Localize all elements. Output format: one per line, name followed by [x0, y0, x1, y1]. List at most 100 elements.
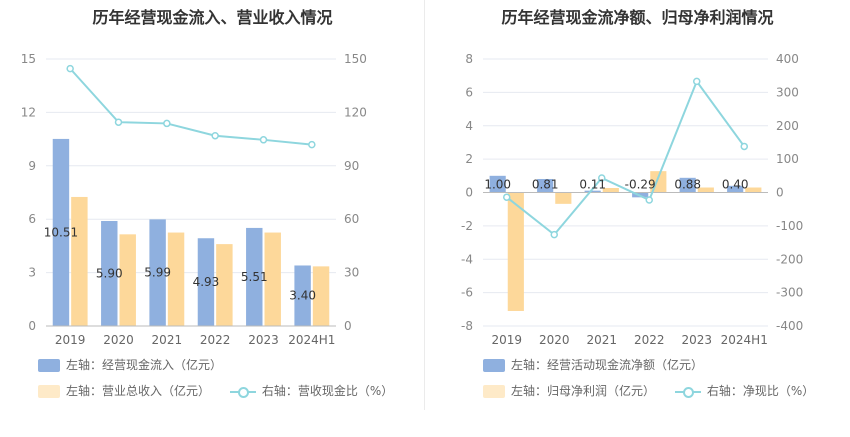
y-right-tick-label: 200 — [776, 119, 799, 133]
line-point — [66, 64, 74, 73]
bar-series-1 — [294, 265, 311, 326]
legend-label: 左轴：经营活动现金流净额（亿元） — [511, 358, 704, 372]
bar-series-2 — [167, 232, 185, 326]
legend-item-cash-ratio[interactable]: 右轴：营收现金比（%） — [229, 382, 394, 399]
bar-series-1 — [52, 138, 70, 326]
right-chart-panel: 历年经营现金流净额、归母净利润情况 -8 -6 -4 -2 0 2 4 6 8 -400 -300-… — [425, 0, 850, 437]
bar-series-2 — [555, 192, 572, 204]
line-point — [550, 230, 558, 239]
y-left-tick-label: 0 — [28, 319, 36, 333]
legend-item-cash-inflow[interactable]: 左轴：经营现金流入（亿元） — [38, 356, 222, 373]
x-tick-label: 2022 — [200, 333, 231, 347]
bar-series-2 — [745, 187, 762, 193]
x-tick-label: 2024H1 — [288, 333, 335, 347]
left-chart-panel: 历年经营现金流入、营业收入情况 0 3 6 9 12 15 0 30 60 90 120 150 201… — [21, 8, 409, 399]
y-left-tick-label: 0 — [465, 186, 473, 200]
right-legend-row-1: 左轴：经营活动现金流净额（亿元） — [483, 356, 719, 373]
x-tick-label: 2019 — [491, 333, 522, 347]
bar-series-1 — [197, 238, 215, 326]
left-chart-title: 历年经营现金流入、营业收入情况 — [92, 8, 333, 27]
line-point — [598, 174, 606, 182]
bar-data-label: 5.90 — [96, 266, 123, 280]
legend-swatch-bar — [483, 385, 505, 398]
bar-data-label: 0.11 — [579, 178, 606, 192]
y-right-tick-label: 100 — [776, 152, 799, 166]
legend-item-net-cash-ratio[interactable]: 右轴：净现比（%） — [674, 382, 815, 399]
bar-data-label: 4.93 — [193, 275, 220, 289]
line-series — [69, 67, 312, 146]
y-left-tick-label: -2 — [461, 219, 473, 233]
y-right-tick-label: 60 — [344, 212, 359, 226]
y-left-tick-label: 2 — [465, 152, 473, 166]
legend-label: 右轴：营收现金比（%） — [261, 384, 394, 398]
y-left-tick-label: 8 — [465, 52, 473, 66]
x-tick-label: 2020 — [539, 333, 570, 347]
line-point — [693, 77, 701, 86]
legend-label: 左轴：经营现金流入（亿元） — [66, 358, 223, 372]
right-legend-row-2: 左轴：归母净利润（亿元） 右轴：净现比（%） — [483, 382, 830, 399]
legend-item-net-cash-flow[interactable]: 左轴：经营活动现金流净额（亿元） — [483, 356, 703, 373]
y-right-tick-label: -100 — [776, 219, 803, 233]
legend-swatch-bar — [38, 385, 60, 398]
legend-swatch-line — [229, 385, 256, 398]
bar-series-2 — [71, 196, 88, 326]
y-left-tick-label: -4 — [461, 252, 473, 266]
legend-label: 左轴：归母净利润（亿元） — [511, 384, 656, 398]
legend-label: 右轴：净现比（%） — [706, 384, 815, 398]
y-right-tick-label: 400 — [776, 52, 799, 66]
line-point — [645, 196, 653, 204]
y-right-tick-label: 150 — [344, 52, 367, 66]
line-series — [506, 79, 746, 237]
bar-series-2 — [216, 244, 233, 326]
bar-series-1 — [101, 220, 118, 326]
y-right-tick-label: 300 — [776, 85, 799, 99]
y-right-tick-label: 120 — [344, 105, 367, 119]
bar-data-label: -0.29 — [625, 178, 656, 192]
bar-series-2 — [264, 232, 281, 326]
line-point — [163, 119, 171, 128]
y-right-tick-label: -300 — [776, 286, 803, 300]
bar-series-2 — [602, 187, 619, 193]
line-point — [308, 140, 316, 149]
line-point — [503, 193, 511, 201]
x-tick-label: 2023 — [681, 333, 712, 347]
bar-series-1 — [149, 219, 166, 326]
y-left-tick-label: 12 — [21, 105, 36, 119]
y-right-tick-label: 30 — [344, 266, 359, 280]
left-legend-row-2: 左轴：营业总收入（亿元） 右轴：营收现金比（%） — [38, 382, 409, 399]
line-point — [211, 131, 219, 140]
bar-series-1 — [489, 175, 506, 193]
y-left-tick-label: 6 — [28, 212, 36, 226]
bar-data-label: 5.99 — [144, 266, 171, 280]
bar-series-1 — [537, 178, 554, 193]
line-point — [259, 136, 268, 144]
bar-series-1 — [246, 227, 263, 326]
y-left-tick-label: 6 — [465, 85, 473, 99]
right-chart-svg: -8 -6 -4 -2 0 2 4 6 8 -400 -300 -200 -100 0 100 200 300 4… — [461, 52, 803, 347]
y-right-tick-label: 90 — [344, 159, 359, 173]
x-tick-label: 2019 — [55, 333, 86, 347]
y-right-tick-label: -200 — [776, 252, 803, 266]
legend-item-revenue[interactable]: 左轴：营业总收入（亿元） — [38, 382, 210, 399]
legend-swatch-bar — [38, 359, 60, 372]
x-tick-label: 2021 — [586, 333, 617, 347]
x-tick-label: 2024H1 — [721, 333, 768, 347]
bar-data-label: 3.40 — [289, 289, 316, 303]
x-tick-label: 2023 — [248, 333, 279, 347]
x-tick-label: 2022 — [634, 333, 665, 347]
bar-data-label: 1.00 — [484, 178, 511, 192]
bar-series-2 — [507, 192, 524, 311]
legend-item-net-profit[interactable]: 左轴：归母净利润（亿元） — [483, 382, 655, 399]
bar-data-label: 10.51 — [44, 225, 78, 239]
y-left-tick-label: 3 — [28, 266, 36, 280]
bar-series-2 — [312, 266, 330, 326]
y-left-tick-label: 9 — [28, 159, 36, 173]
y-left-tick-label: -6 — [461, 286, 473, 300]
bar-data-label: 0.40 — [722, 178, 749, 192]
x-tick-label: 2021 — [152, 333, 183, 347]
panel-divider — [424, 0, 425, 410]
legend-swatch-line — [674, 385, 701, 398]
bar-series-1 — [584, 190, 601, 193]
legend-label: 左轴：营业总收入（亿元） — [66, 384, 211, 398]
